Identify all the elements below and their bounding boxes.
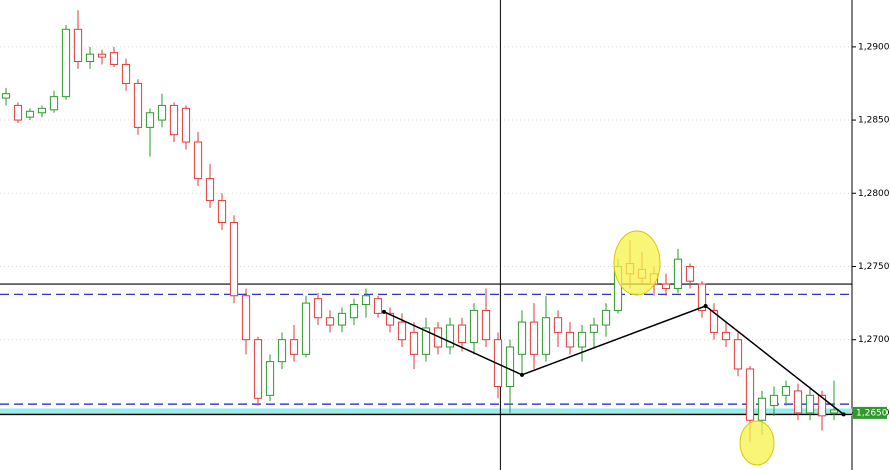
last-price-label: 1,2650	[856, 408, 888, 418]
candle-body	[697, 283, 707, 311]
trend-point	[703, 304, 708, 309]
candle-body	[85, 53, 95, 62]
candle-body	[301, 302, 311, 355]
highlight	[613, 230, 661, 296]
candle-body	[253, 339, 263, 399]
candle-body	[745, 368, 755, 421]
candle-body	[457, 324, 467, 344]
candle-body	[313, 298, 323, 319]
candle-body	[469, 309, 479, 344]
candle-body	[25, 110, 35, 118]
candle-body	[529, 321, 539, 355]
candle-body	[721, 331, 731, 341]
y-tick-label: 1,2700	[858, 335, 890, 345]
candle-body	[157, 104, 167, 121]
price-band	[0, 408, 852, 416]
candle-body	[541, 317, 551, 355]
overlays: 1,26501,27001,27501,28001,28501,29001,26…	[382, 42, 890, 419]
trend-line	[383, 305, 845, 415]
candle-body	[145, 112, 155, 128]
candle-body	[325, 317, 335, 326]
candle-body	[577, 331, 587, 348]
candle-body	[505, 346, 515, 388]
candle-body	[793, 390, 803, 414]
candle-body	[133, 82, 143, 128]
candle-body	[193, 141, 203, 180]
candle-body	[37, 107, 47, 114]
candle-body	[781, 386, 791, 396]
candle-body	[733, 339, 743, 370]
candle-body	[217, 200, 227, 224]
candle-body	[589, 324, 599, 333]
candle-body	[373, 298, 383, 314]
candle-body	[1, 93, 11, 99]
candle-body	[169, 104, 179, 136]
trend-point	[382, 309, 386, 314]
candle-body	[121, 63, 131, 84]
candle-body	[817, 394, 827, 417]
candle-body	[49, 96, 59, 111]
candle-body	[109, 52, 119, 65]
candle-body	[673, 258, 683, 289]
candle-body	[13, 104, 23, 121]
candle-body	[757, 397, 767, 421]
candle-body	[661, 283, 671, 289]
candle-body	[829, 409, 839, 414]
candle-body	[337, 312, 347, 326]
candle-body	[241, 295, 251, 341]
candle-body	[445, 324, 455, 348]
candle-body	[73, 28, 83, 62]
y-tick-label: 1,2750	[858, 262, 890, 272]
candle-body	[397, 321, 407, 341]
candle-body	[349, 304, 359, 319]
y-tick-label: 1,2850	[858, 116, 890, 126]
candle-body	[289, 339, 299, 355]
candle-body	[277, 339, 287, 363]
candle-body	[517, 321, 527, 355]
candle-body	[481, 309, 491, 341]
trend-point	[520, 372, 524, 377]
trend-point	[841, 412, 846, 417]
candle-body	[421, 327, 431, 355]
plot-area	[0, 0, 852, 470]
candle-body	[61, 28, 71, 98]
price-axis	[852, 0, 890, 470]
candle-body	[805, 394, 815, 414]
candle-body	[409, 331, 419, 355]
candle-body	[685, 265, 695, 282]
last-price-box	[853, 406, 887, 419]
highlight	[739, 420, 775, 466]
candle-body	[229, 222, 239, 297]
candle-body	[181, 107, 191, 143]
candle-body	[601, 309, 611, 326]
candle-body	[709, 309, 719, 333]
y-tick-label: 1,2800	[858, 189, 890, 199]
candle-body	[769, 394, 779, 407]
candle-body	[385, 312, 395, 326]
y-tick-label: 1,2900	[858, 42, 890, 52]
candle-body	[205, 178, 215, 202]
candle-body	[265, 361, 275, 396]
candle-body	[361, 295, 371, 306]
candle-body	[565, 331, 575, 348]
candle-body	[97, 53, 107, 58]
candle-body	[553, 317, 563, 333]
